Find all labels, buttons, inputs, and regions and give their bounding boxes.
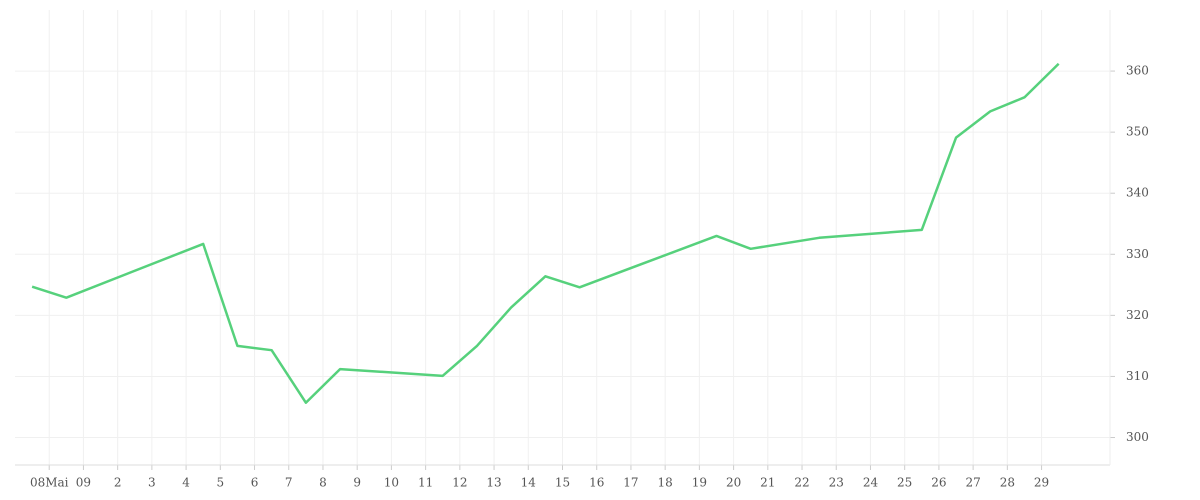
- x-tick-label: 26: [931, 476, 946, 490]
- y-tick-label: 340: [1126, 186, 1149, 200]
- y-tick-label: 300: [1126, 430, 1149, 444]
- x-tick-label: 18: [658, 476, 673, 490]
- y-tick-label: 320: [1126, 308, 1149, 322]
- x-tick-label: 10: [384, 476, 399, 490]
- x-tick-label: 20: [726, 476, 741, 490]
- x-tick-label: 2: [114, 476, 122, 490]
- x-tick-label: 25: [897, 476, 912, 490]
- y-tick-label: 330: [1126, 247, 1149, 261]
- x-tick-label: 29: [1034, 476, 1049, 490]
- x-tick-label: 12: [452, 476, 467, 490]
- y-tick-label: 310: [1126, 369, 1149, 383]
- x-tick-label: 15: [555, 476, 570, 490]
- x-tick-label: 08Mai: [30, 476, 69, 490]
- x-tick-label: 27: [965, 476, 980, 490]
- x-tick-label: 24: [863, 476, 879, 490]
- x-tick-label: 13: [486, 476, 501, 490]
- x-tick-label: 23: [829, 476, 844, 490]
- x-tick-label: 3: [148, 476, 156, 490]
- x-tick-label: 21: [760, 476, 775, 490]
- x-tick-label: 14: [521, 476, 537, 490]
- x-tick-label: 17: [623, 476, 638, 490]
- x-tick-label: 22: [794, 476, 809, 490]
- x-tick-label: 7: [285, 476, 293, 490]
- y-tick-label: 350: [1126, 125, 1149, 139]
- y-tick-label: 360: [1126, 64, 1149, 78]
- x-tick-label: 6: [251, 476, 259, 490]
- x-tick-label: 09: [76, 476, 91, 490]
- x-tick-label: 16: [589, 476, 604, 490]
- x-tick-label: 28: [1000, 476, 1015, 490]
- x-tick-label: 11: [418, 476, 433, 490]
- x-tick-label: 19: [692, 476, 707, 490]
- x-tick-label: 4: [182, 476, 190, 490]
- x-tick-label: 5: [216, 476, 224, 490]
- x-tick-label: 8: [319, 476, 327, 490]
- x-tick-label: 9: [353, 476, 361, 490]
- line: [31, 62, 1060, 404]
